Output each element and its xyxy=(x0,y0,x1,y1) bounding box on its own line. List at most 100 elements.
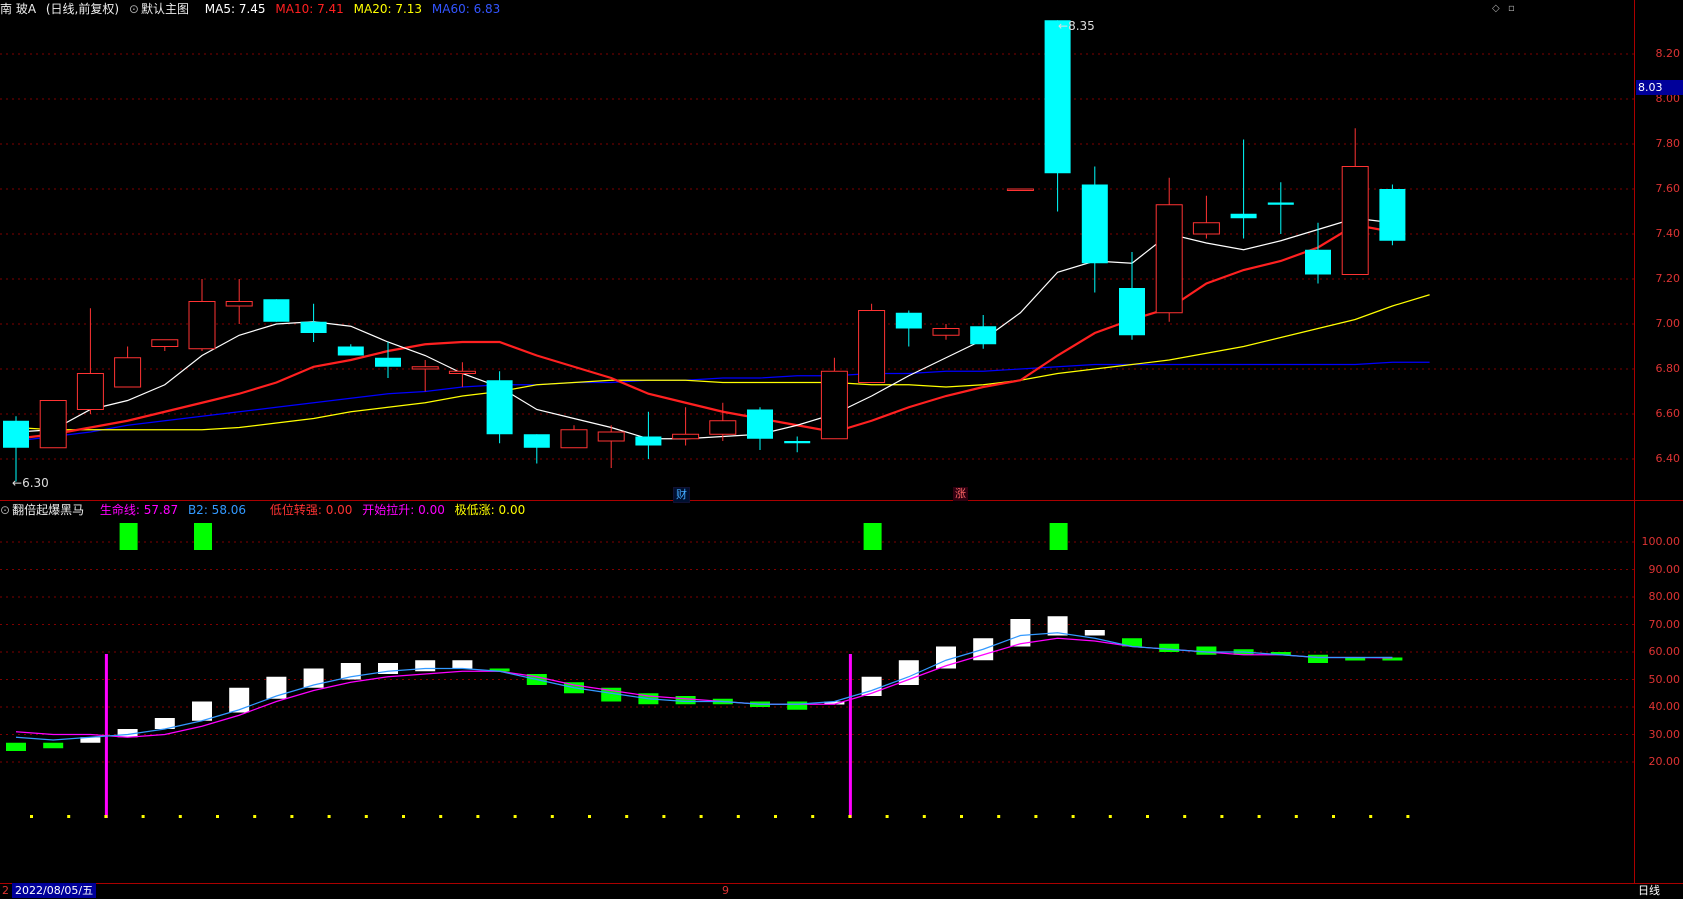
candle-body-down xyxy=(375,357,401,367)
candle-body-down xyxy=(523,434,550,448)
ma20-value: MA20: 7.13 xyxy=(353,2,423,16)
time-dot xyxy=(253,815,257,818)
indicator-bar-up xyxy=(824,701,845,705)
candle-body-up xyxy=(820,370,848,440)
b2-line xyxy=(15,632,1393,741)
indicator-bar-up xyxy=(415,660,436,672)
candle-body-up xyxy=(411,366,439,370)
candle-body-down xyxy=(1081,184,1108,264)
ma5-value: MA5: 7.45 xyxy=(204,2,266,16)
candle-body-down xyxy=(895,312,922,329)
indicator-bar-down xyxy=(1270,652,1291,655)
time-dot xyxy=(216,815,219,818)
candle-body-down xyxy=(263,299,290,322)
start-rise-value: 开始拉升: 0.00 xyxy=(362,503,445,517)
indicator-name: 翻倍起爆黑马 xyxy=(12,503,85,517)
candle-body-down xyxy=(1230,213,1257,219)
chart-name-label: 默认主图 xyxy=(140,2,189,16)
indicator-bar-up xyxy=(192,701,212,721)
chevron-down-icon: ⊙ xyxy=(0,503,11,517)
ma5-line xyxy=(15,217,1393,440)
restore-icon[interactable]: ▫ xyxy=(1508,3,1515,14)
time-axis-bar xyxy=(0,883,1683,899)
candle-body-down xyxy=(970,326,997,345)
high-price-value: 8.35 xyxy=(1068,19,1095,33)
period-switch-label[interactable]: 日线 xyxy=(1638,884,1660,897)
time-dot xyxy=(1071,815,1075,818)
candle-body-up xyxy=(1341,166,1369,275)
indicator-bar-down xyxy=(43,742,64,749)
time-dot xyxy=(1108,815,1112,818)
time-dot xyxy=(327,815,331,818)
time-dot xyxy=(513,815,517,818)
time-dot xyxy=(364,815,368,818)
signal-bar xyxy=(863,523,882,550)
price-tick-label: 7.20 xyxy=(1655,272,1681,285)
candle-body-up xyxy=(76,373,104,410)
price-tick-label: 7.40 xyxy=(1655,227,1681,240)
time-dot xyxy=(402,815,405,818)
indicator-bar-down xyxy=(489,668,510,672)
candle-body-up xyxy=(560,429,588,449)
time-dot xyxy=(30,815,33,818)
indicator-tick-label: 80.00 xyxy=(1648,590,1681,603)
candle-body-up xyxy=(448,370,476,374)
price-tick-label: 7.00 xyxy=(1655,317,1681,330)
candle-body-up xyxy=(1155,204,1183,314)
time-dot xyxy=(178,815,182,818)
candle-body-down xyxy=(1305,249,1331,275)
time-dot xyxy=(67,815,71,818)
time-dot xyxy=(1220,815,1224,818)
candle-body-up xyxy=(39,400,67,449)
time-dot xyxy=(997,815,1001,818)
indicator-bar-up xyxy=(266,676,287,699)
indicator-bar-down xyxy=(1345,657,1366,661)
candle-body-up xyxy=(672,433,700,440)
indicator-tick-label: 40.00 xyxy=(1648,700,1681,713)
low-strong-value: 低位转强: 0.00 xyxy=(269,503,353,517)
time-dot xyxy=(922,815,926,818)
candle-body-down xyxy=(486,380,513,435)
indicator-tick-label: 50.00 xyxy=(1648,672,1681,686)
indicator-dropdown[interactable]: ⊙ 翻倍起爆黑马 xyxy=(0,503,90,517)
time-dot xyxy=(699,815,703,818)
time-dot xyxy=(736,815,740,818)
candle-body-up xyxy=(1192,222,1220,235)
ma60-line xyxy=(15,361,1430,442)
chevron-down-icon: ⊙ xyxy=(128,2,139,16)
candle-body-down xyxy=(1267,202,1294,205)
b2-value: B2: 58.06 xyxy=(187,503,247,517)
time-dot xyxy=(1146,815,1149,818)
kline-chart[interactable] xyxy=(0,0,1634,883)
indicator-bar-up xyxy=(898,660,919,685)
finance-tag[interactable]: 财 xyxy=(673,487,690,503)
candle-body-up xyxy=(709,420,737,435)
candle-body-down xyxy=(784,441,811,444)
time-dot xyxy=(1369,815,1373,818)
indicator-bar-up xyxy=(1047,616,1068,636)
time-dot xyxy=(811,815,815,818)
low-price-label: ←6.30 xyxy=(12,476,49,490)
indicator-bar-up xyxy=(1084,630,1105,636)
price-tick-label: 6.40 xyxy=(1655,452,1681,465)
signal-bar xyxy=(119,523,138,550)
diamond-icon[interactable]: ◇ xyxy=(1492,3,1500,14)
life-line xyxy=(15,637,1393,738)
candle-body-up xyxy=(1006,188,1034,191)
indicator-bar-down xyxy=(1122,638,1142,647)
chart-name-dropdown[interactable]: ⊙ 默认主图 xyxy=(129,2,195,16)
indicator-bar-up xyxy=(452,660,473,669)
indicator-bar-down xyxy=(787,701,808,710)
time-dot xyxy=(885,815,889,818)
time-dot xyxy=(290,815,294,818)
time-dot xyxy=(1034,815,1038,818)
indicator-bar-down xyxy=(1382,657,1403,661)
indicator-bar-down xyxy=(675,696,696,705)
symbol-label[interactable]: 南 玻A xyxy=(0,2,37,16)
signal-bar xyxy=(194,523,212,550)
main-chart-header: 南 玻A (日线,前复权) ⊙ 默认主图 MA5: 7.45 MA10: 7.41… xyxy=(0,0,506,18)
cursor-date-label: 2022/08/05/五 xyxy=(12,883,97,898)
candle-body-down xyxy=(747,409,773,439)
indicator-tick-label: 30.00 xyxy=(1648,727,1681,741)
rise-tag[interactable]: 涨 xyxy=(953,487,968,501)
